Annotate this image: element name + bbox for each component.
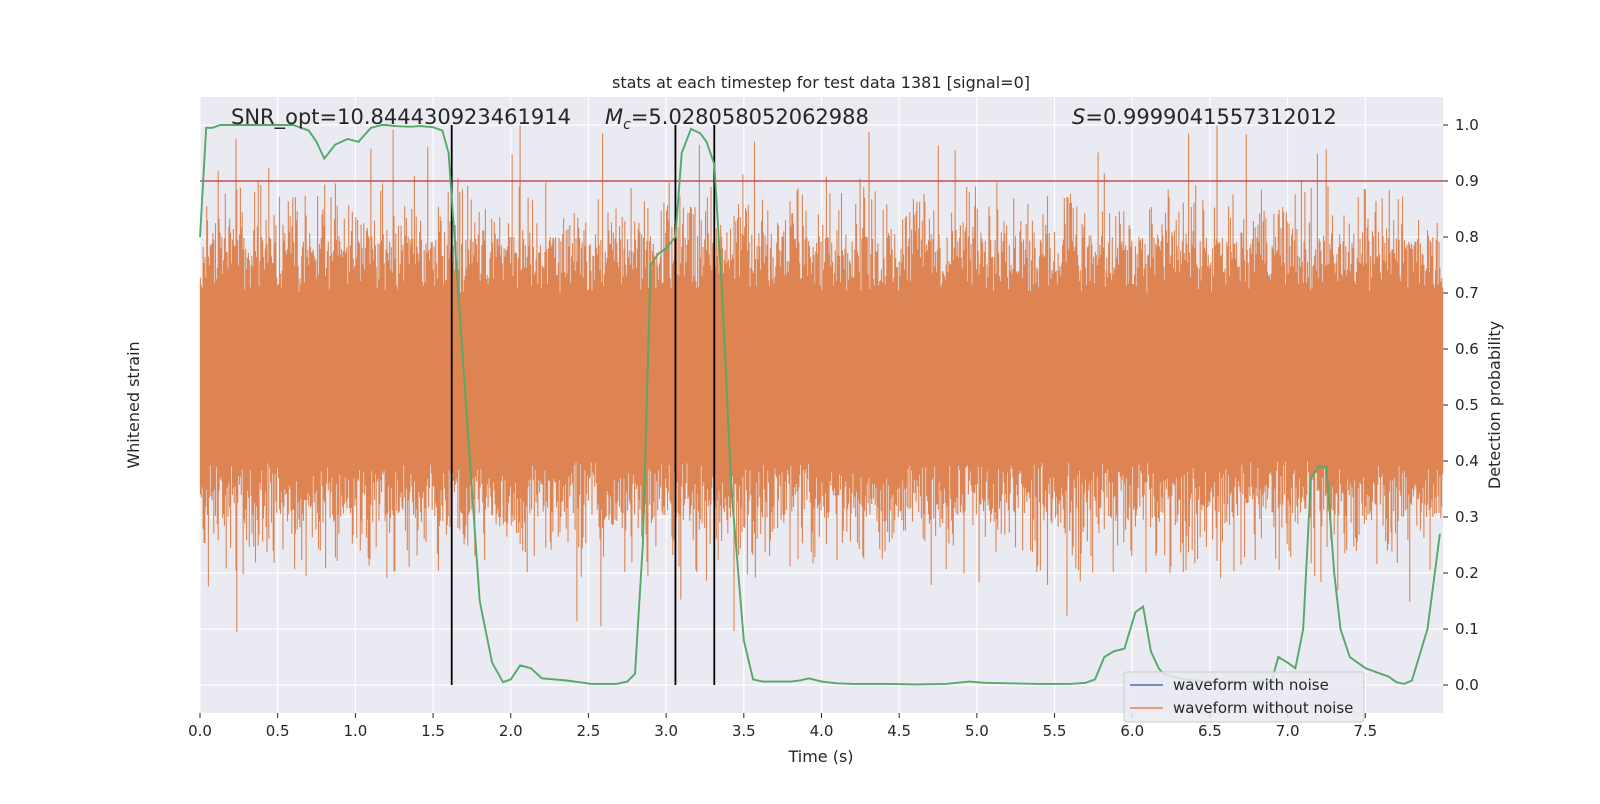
legend: waveform with noise waveform without noi… bbox=[1123, 671, 1365, 723]
chirp-mass-subscript: c bbox=[623, 117, 631, 133]
y-tick-label: 0.0 bbox=[1455, 676, 1479, 694]
y-tick-label: 0.9 bbox=[1455, 172, 1479, 190]
y-tick-label: 0.7 bbox=[1455, 284, 1479, 302]
x-tick-label: 6.5 bbox=[1198, 722, 1222, 740]
y-tick-label: 0.4 bbox=[1455, 452, 1479, 470]
y-tick-label: 1.0 bbox=[1455, 116, 1479, 134]
s-value: =0.9999041557312012 bbox=[1085, 105, 1336, 129]
x-tick-label: 7.0 bbox=[1276, 722, 1300, 740]
x-tick-label: 3.5 bbox=[732, 722, 756, 740]
x-tick-label: 0.0 bbox=[188, 722, 212, 740]
strain-without-noise-spikes bbox=[199, 125, 1444, 632]
x-tick-label: 2.5 bbox=[577, 722, 601, 740]
y-tick-label: 0.1 bbox=[1455, 620, 1479, 638]
y-tick-label: 0.2 bbox=[1455, 564, 1479, 582]
x-tick-label: 5.5 bbox=[1043, 722, 1067, 740]
legend-label-with-noise: waveform with noise bbox=[1173, 676, 1329, 694]
legend-label-without-noise: waveform without noise bbox=[1173, 699, 1353, 717]
chirp-mass-value: =5.028058052062988 bbox=[631, 105, 869, 129]
x-axis-label: Time (s) bbox=[787, 747, 853, 766]
y-tick-label: 0.6 bbox=[1455, 340, 1479, 358]
s-symbol: S bbox=[1072, 105, 1085, 129]
x-tick-label: 7.5 bbox=[1353, 722, 1377, 740]
annotation-snr: SNR_opt=10.844430923461914 bbox=[231, 105, 571, 130]
y-tick-label: 0.8 bbox=[1455, 228, 1479, 246]
x-tick-label: 1.5 bbox=[421, 722, 445, 740]
x-tick-label: 0.5 bbox=[266, 722, 290, 740]
x-tick-label: 2.0 bbox=[499, 722, 523, 740]
chirp-mass-symbol: M bbox=[605, 105, 623, 129]
y-axis-label-right: Detection probability bbox=[1485, 321, 1504, 489]
x-tick-label: 5.0 bbox=[965, 722, 989, 740]
y-tick-label: 0.5 bbox=[1455, 396, 1479, 414]
detection-probability-line bbox=[199, 124, 1441, 686]
x-tick-label: 6.0 bbox=[1120, 722, 1144, 740]
chart-title: stats at each timestep for test data 138… bbox=[612, 73, 1030, 92]
y-tick-label: 0.3 bbox=[1455, 508, 1479, 526]
x-tick-label: 1.0 bbox=[343, 722, 367, 740]
y-axis-label-left: Whitened strain bbox=[124, 341, 143, 468]
x-tick-label: 3.0 bbox=[654, 722, 678, 740]
annotation-chirp-mass: Mc=5.028058052062988 bbox=[605, 105, 869, 133]
annotation-s: S=0.9999041557312012 bbox=[1072, 105, 1337, 129]
x-tick-label: 4.0 bbox=[810, 722, 834, 740]
x-tick-label: 4.5 bbox=[887, 722, 911, 740]
legend-box bbox=[1123, 671, 1365, 723]
